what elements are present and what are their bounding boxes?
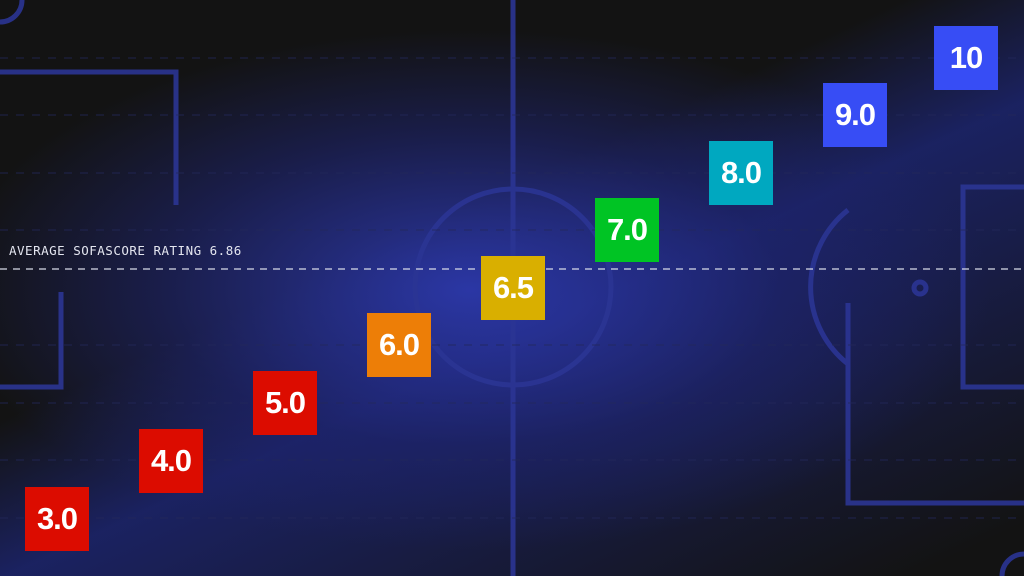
- average-rating-label: AVERAGE SOFASCORE RATING 6.86: [9, 243, 242, 258]
- right-penalty-arc: [808, 208, 850, 366]
- rating-badge: 6.0: [367, 313, 431, 377]
- rating-badge: 6.5: [481, 256, 545, 320]
- left-penalty-box-top: [0, 69, 179, 205]
- penalty-spot: [911, 279, 929, 297]
- rating-badge: 10: [934, 26, 998, 90]
- rating-badge: 4.0: [139, 429, 203, 493]
- rating-badge: 7.0: [595, 198, 659, 262]
- rating-badge: 3.0: [25, 487, 89, 551]
- rating-badge: 9.0: [823, 83, 887, 147]
- center-circle: [412, 186, 614, 388]
- right-penalty-box: [845, 303, 1024, 506]
- left-goal-area: [0, 292, 64, 390]
- rating-badge: 5.0: [253, 371, 317, 435]
- rating-badge: 8.0: [709, 141, 773, 205]
- right-goal-area: [960, 184, 1024, 390]
